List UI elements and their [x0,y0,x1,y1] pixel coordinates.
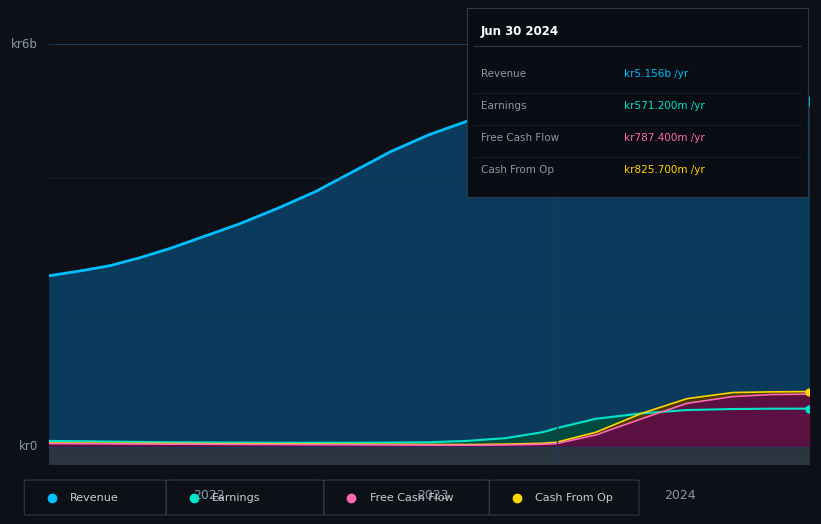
Text: Revenue: Revenue [481,69,526,79]
Text: Past: Past [774,31,797,41]
Text: kr571.200m /yr: kr571.200m /yr [624,101,704,111]
Text: kr825.700m /yr: kr825.700m /yr [624,165,704,175]
Text: Free Cash Flow: Free Cash Flow [481,133,559,143]
Text: kr5.156b /yr: kr5.156b /yr [624,69,688,79]
Text: Free Cash Flow: Free Cash Flow [369,493,453,503]
Text: Earnings: Earnings [212,493,260,503]
Text: 2023: 2023 [417,489,448,501]
Text: Earnings: Earnings [481,101,526,111]
Text: 2024: 2024 [663,489,695,501]
Text: Revenue: Revenue [70,493,119,503]
Text: 2022: 2022 [193,489,225,501]
Text: kr787.400m /yr: kr787.400m /yr [624,133,704,143]
Text: Cash From Op: Cash From Op [481,165,554,175]
Text: kr0: kr0 [19,441,38,453]
Bar [557,10,809,464]
Text: Jun 30 2024: Jun 30 2024 [481,25,559,38]
Text: kr6b: kr6b [11,38,38,50]
Text: Cash From Op: Cash From Op [535,493,613,503]
